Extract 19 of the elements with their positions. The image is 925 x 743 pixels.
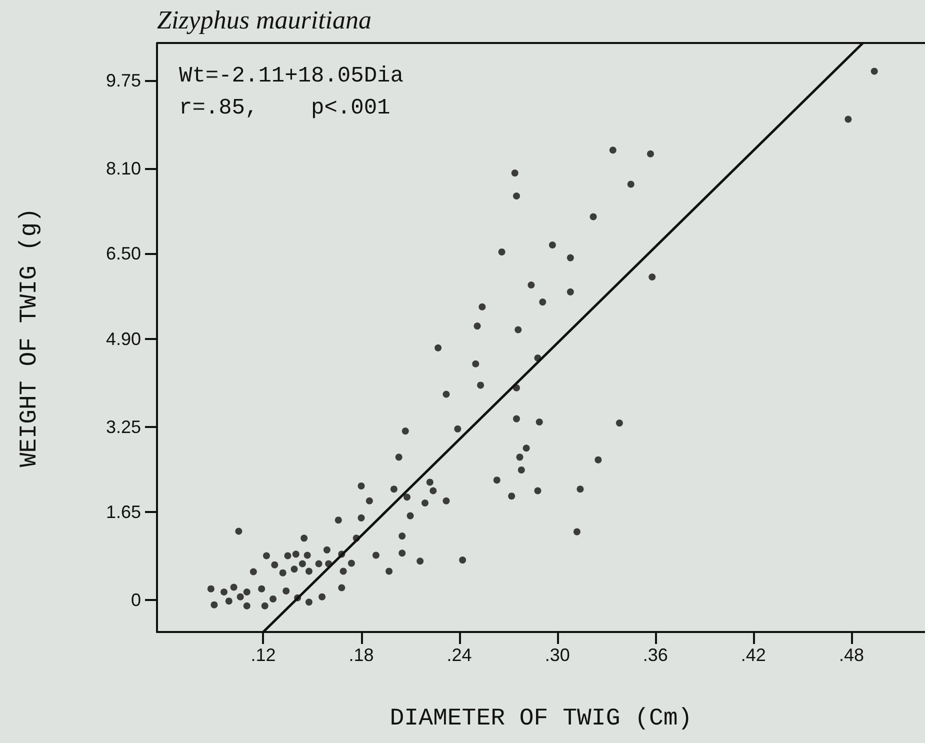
y-tick-label: 4.90 <box>106 328 141 349</box>
x-tick-label: .36 <box>642 645 668 665</box>
x-tick-label: .18 <box>348 645 374 665</box>
x-axis-title: DIAMETER OF TWIG (Cm) <box>390 706 692 732</box>
y-tick-label: 1.65 <box>106 502 141 522</box>
y-tick-label: 0 <box>130 590 141 610</box>
x-tick-label: .48 <box>838 645 864 665</box>
x-tick-label: .30 <box>544 645 570 665</box>
y-tick-label: 6.50 <box>106 244 141 264</box>
y-tick-label: 8.10 <box>106 158 141 178</box>
y-tick-label: 9.75 <box>106 70 141 90</box>
x-tick-label: .42 <box>740 645 766 665</box>
x-tick-label: .12 <box>250 645 276 665</box>
y-axis-title: WEIGHT OF TWIG (g) <box>16 208 44 468</box>
y-tick-label: 3.25 <box>106 416 141 437</box>
chart-title: Zizyphus mauritiana <box>157 6 372 34</box>
annotation: r=.85, p<.001 <box>179 96 390 120</box>
annotation: Wt=-2.11+18.05Dia <box>179 64 404 88</box>
x-tick-label: .24 <box>446 645 472 665</box>
